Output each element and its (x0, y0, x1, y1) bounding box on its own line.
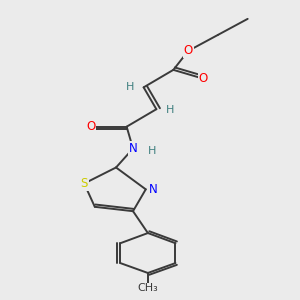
Text: N: N (149, 183, 158, 196)
Text: S: S (80, 177, 88, 190)
Text: N: N (129, 142, 137, 155)
Text: H: H (166, 105, 174, 115)
Text: H: H (126, 82, 134, 92)
Text: O: O (184, 44, 193, 57)
Text: CH₃: CH₃ (137, 284, 158, 293)
Text: O: O (86, 120, 95, 133)
Text: H: H (148, 146, 156, 156)
Text: O: O (199, 72, 208, 85)
